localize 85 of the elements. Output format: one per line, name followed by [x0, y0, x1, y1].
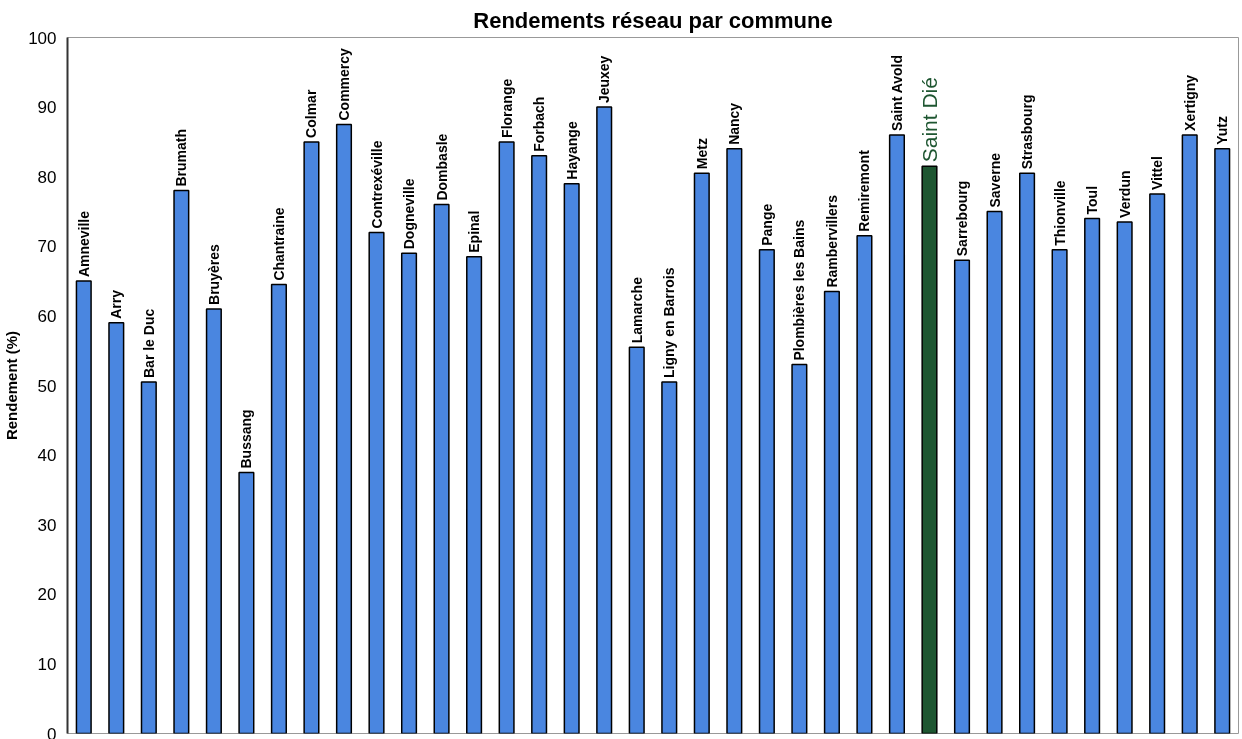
x-tick-label: Chantraine	[270, 207, 287, 281]
bar	[1051, 249, 1068, 734]
bar	[531, 155, 548, 734]
x-tick-label: Toul	[1084, 185, 1101, 215]
bar	[628, 346, 645, 734]
y-axis-title: Rendement (%)	[3, 330, 21, 441]
x-tick-label: Contrexéville	[368, 140, 385, 229]
bar	[1149, 193, 1166, 734]
x-tick-label: Arry	[108, 289, 125, 319]
x-tick-label: Bar le Duc	[140, 308, 157, 379]
y-tick-label: 30	[37, 515, 57, 535]
x-tick-label: Verdun	[1116, 170, 1133, 218]
x-tick-label: Xertigny	[1181, 74, 1198, 131]
bar	[433, 203, 450, 734]
y-tick-label: 90	[37, 98, 57, 118]
bar	[498, 141, 515, 734]
x-tick-label: Sarrebourg	[954, 180, 971, 257]
bar	[205, 308, 222, 734]
bar	[75, 280, 92, 734]
x-tick-label: Remiremont	[856, 149, 873, 232]
bar	[1019, 172, 1036, 734]
y-tick-label: 40	[37, 446, 57, 466]
x-tick-label: Forbach	[531, 96, 548, 152]
x-tick-label: Plombières les Bains	[791, 219, 808, 361]
x-tick-label: Saint Dié	[917, 77, 941, 163]
bar	[270, 283, 287, 734]
y-tick-label: 20	[37, 585, 57, 605]
x-tick-label: Thionville	[1051, 180, 1068, 246]
bar	[108, 322, 125, 734]
bar	[368, 231, 385, 734]
x-tick-label: Brumath	[173, 129, 190, 187]
x-tick-label: Florange	[498, 78, 515, 138]
bar	[661, 381, 678, 734]
bar	[953, 259, 971, 734]
bar	[1181, 134, 1198, 734]
x-tick-label: Saverne	[986, 152, 1003, 208]
x-tick-label: Vittel	[1149, 156, 1166, 191]
bar	[303, 141, 320, 734]
x-tick-label: Lamarche	[628, 276, 645, 344]
x-tick-label: Hayange	[563, 121, 580, 180]
bar	[400, 252, 418, 734]
bar	[726, 148, 743, 734]
y-tick-label: 0	[47, 724, 57, 739]
bar	[466, 255, 483, 734]
x-tick-label: Strasbourg	[1019, 94, 1036, 170]
x-tick-label: Rambervillers	[823, 194, 840, 288]
y-tick-label: 100	[28, 28, 57, 48]
bar	[335, 123, 353, 734]
y-tick-label: 50	[37, 376, 57, 396]
bar	[888, 134, 906, 734]
chart-title: Rendements réseau par commune	[473, 7, 833, 33]
y-tick-label: 70	[37, 237, 57, 257]
bar	[1214, 148, 1231, 734]
x-tick-label: Epinal	[466, 210, 483, 253]
bar	[1084, 217, 1101, 734]
x-tick-label: Dogneville	[401, 178, 418, 250]
bar	[791, 363, 808, 734]
x-tick-label: Ligny en Barrois	[661, 267, 678, 379]
bar	[238, 471, 255, 734]
bar	[823, 290, 840, 734]
y-tick-label: 80	[37, 167, 57, 187]
x-tick-label: Yutz	[1214, 116, 1231, 145]
x-tick-label: Bussang	[238, 409, 255, 469]
x-tick-label: Amneville	[75, 210, 92, 278]
x-tick-label: Jeuxey	[596, 55, 613, 104]
bar	[140, 381, 157, 734]
bar	[563, 182, 580, 734]
x-tick-label: Saint Avold	[888, 54, 905, 131]
x-tick-label: Dombasle	[433, 133, 450, 201]
y-tick-label: 10	[37, 654, 57, 674]
x-tick-label: Metz	[693, 138, 710, 170]
bar	[856, 235, 873, 734]
y-tick-label: 60	[37, 306, 57, 326]
x-tick-label: Pange	[758, 203, 775, 246]
bar	[596, 106, 613, 734]
x-tick-label: Bruyères	[205, 244, 222, 305]
bar	[758, 249, 775, 734]
bar	[1116, 221, 1133, 734]
bar	[921, 165, 938, 734]
bar	[986, 210, 1003, 734]
x-tick-label: Colmar	[303, 89, 320, 138]
bar	[173, 189, 190, 734]
x-tick-label: Commercy	[335, 47, 352, 121]
bar	[693, 172, 710, 734]
x-tick-label: Nancy	[726, 102, 743, 145]
